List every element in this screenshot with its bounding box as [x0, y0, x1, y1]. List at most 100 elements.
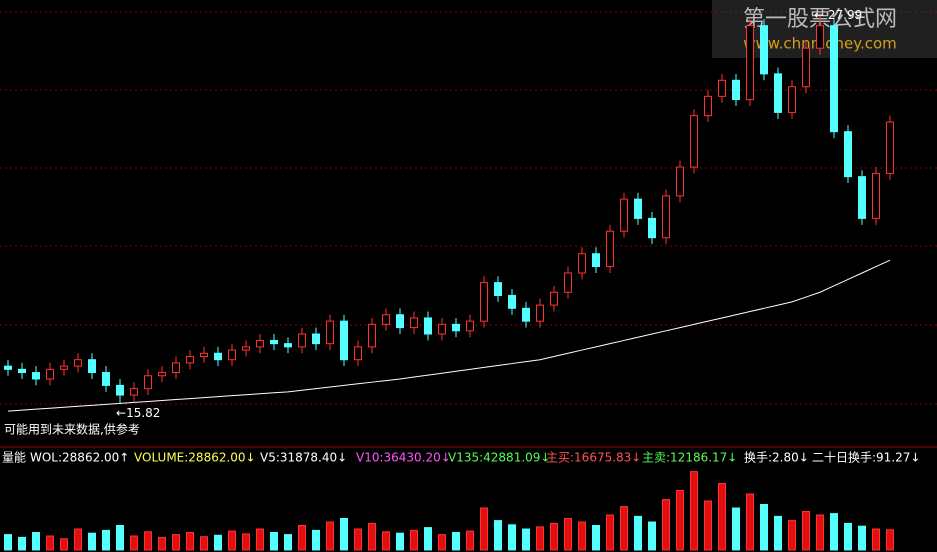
volume-bar [200, 536, 208, 551]
candle-body [578, 253, 586, 274]
moving-average [7, 259, 891, 412]
candle-body [634, 198, 642, 219]
volume-bar [886, 529, 894, 551]
legend-item: VOLUME:28862.00↓ [134, 451, 256, 465]
volume-bar [60, 538, 68, 551]
volume-bar [312, 529, 320, 551]
volume-bar [186, 532, 194, 551]
candle-body [802, 47, 810, 88]
low-label: ←15.82 [116, 406, 160, 420]
candle-body [466, 320, 474, 332]
volume-bar [130, 535, 138, 551]
volume-bar [564, 518, 572, 551]
candle-body [270, 339, 278, 345]
volume-bar [480, 507, 488, 551]
candle-body [508, 294, 516, 309]
volume-bar [788, 520, 796, 551]
volume-bar [214, 534, 222, 551]
volume-bar [354, 528, 362, 551]
volume-bar [746, 493, 754, 551]
candle-body [718, 79, 726, 97]
volume-bar [690, 471, 698, 551]
high-label: ← 27.99 [814, 8, 862, 22]
candle-body [60, 365, 68, 370]
candle-body [382, 314, 390, 325]
candle-body [242, 346, 250, 351]
volume-bar [74, 528, 82, 551]
candle-body [746, 25, 754, 101]
candle-body [172, 362, 180, 374]
volume-bar [396, 532, 404, 551]
volume-bar [424, 527, 432, 551]
candle-body [410, 317, 418, 329]
candle-body [662, 195, 670, 239]
legend-item: 主卖:12186.17↓ [642, 451, 737, 465]
volume-bar [466, 530, 474, 551]
candle-body [256, 339, 264, 348]
candle-body [368, 323, 376, 348]
candle-body [494, 282, 502, 296]
volume-bar [858, 525, 866, 551]
note: 可能用到未来数据,供参考 [4, 422, 140, 437]
candle-body [522, 307, 530, 322]
candle-body [284, 343, 292, 348]
candle-body [704, 95, 712, 117]
volume-bar [410, 529, 418, 551]
volume-bar [4, 534, 12, 551]
volume-bar [102, 529, 110, 551]
indicator-legend: 量能 WOL:28862.00↑ VOLUME:28862.00↓ V5:31878.… [2, 451, 920, 465]
volume-bar [284, 534, 292, 551]
volume-bar [774, 515, 782, 551]
volume-bar [648, 521, 656, 551]
candle-body [228, 349, 236, 361]
candle-body [312, 333, 320, 345]
volume-bar [368, 522, 376, 551]
candle-body [606, 230, 614, 268]
candle-body [46, 368, 54, 380]
volume-bar [522, 528, 530, 551]
candle-body [130, 388, 138, 396]
candle-body [536, 304, 544, 322]
volume-bar [620, 506, 628, 551]
high-value: 27.99 [828, 8, 862, 22]
candle-body [550, 291, 558, 306]
volume-bar [46, 535, 54, 551]
legend-item: 二十日换手:91.27↓ [812, 451, 920, 465]
candle-body [676, 166, 684, 197]
candle-body [816, 25, 824, 49]
volume-bar [452, 532, 460, 551]
candle-body [354, 346, 362, 361]
candle-body [396, 314, 404, 329]
candle-body [620, 198, 628, 232]
volume-bar [816, 514, 824, 551]
volume-bar [704, 500, 712, 551]
candle-body [4, 365, 12, 370]
candle-body [564, 272, 572, 293]
candle-body [116, 384, 124, 396]
volume-bar [298, 525, 306, 551]
candle-body [858, 176, 866, 219]
volume-bar [634, 515, 642, 551]
volume-bar [228, 530, 236, 551]
candle-body [690, 115, 698, 168]
candle-body [438, 323, 446, 335]
volume-bar [494, 520, 502, 551]
volume-bar [256, 528, 264, 551]
volume-bar [592, 525, 600, 551]
low-value: 15.82 [126, 406, 160, 420]
volume-bar [676, 490, 684, 551]
candle-body [88, 359, 96, 374]
candle-body [760, 25, 768, 75]
candle-body [648, 217, 656, 239]
candle-body [214, 352, 222, 361]
candle-body [74, 359, 82, 367]
candle-body [158, 372, 166, 377]
volume-bar [144, 531, 152, 551]
candle-body [298, 333, 306, 348]
legend-item: WOL:28862.00↑ [30, 451, 129, 465]
candle-body [340, 320, 348, 361]
volume-bar [88, 532, 96, 551]
candle-body [452, 323, 460, 332]
